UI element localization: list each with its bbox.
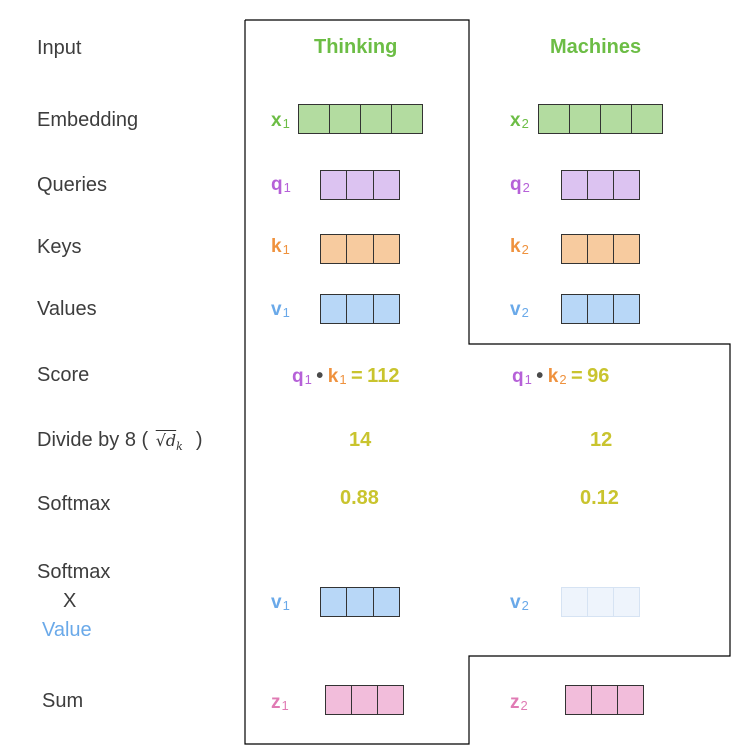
weighted-v2-symbol: v2 bbox=[510, 592, 529, 613]
weighted-value-vector-2-faded bbox=[561, 587, 640, 617]
embedding-vector-x2 bbox=[538, 104, 663, 134]
row-label-softmax-x-value-1: Softmax bbox=[37, 561, 111, 583]
weighted-v1-symbol: v1 bbox=[271, 592, 290, 613]
score-value-1: 112 bbox=[367, 365, 400, 387]
embedding-vector-x1 bbox=[298, 104, 423, 134]
q1-symbol: q1 bbox=[271, 174, 291, 195]
k1-symbol: k1 bbox=[271, 236, 290, 257]
key-vector-k1 bbox=[320, 234, 400, 264]
row-label-queries: Queries bbox=[37, 174, 108, 196]
x2-symbol: x2 bbox=[510, 110, 529, 131]
z1-symbol: z1 bbox=[271, 692, 289, 713]
row-label-softmax-x-value-3: Value bbox=[42, 619, 92, 641]
sqrt-dk-formula: √dk bbox=[155, 431, 183, 454]
x1-symbol: x1 bbox=[271, 110, 290, 131]
weighted-value-vector-1 bbox=[320, 587, 400, 617]
row-label-input: Input bbox=[37, 37, 82, 59]
softmax-value-2: 0.12 bbox=[580, 487, 619, 509]
row-label-score: Score bbox=[37, 364, 90, 386]
value-vector-v1 bbox=[320, 294, 400, 324]
score-expression-1: q1 • k1 = 112 bbox=[292, 365, 400, 387]
divide-close: ) bbox=[195, 429, 203, 451]
k2-symbol: k2 bbox=[510, 236, 529, 257]
divide-text: Divide by 8 ( bbox=[37, 429, 149, 451]
v2-symbol: v2 bbox=[510, 299, 529, 320]
word-machines: Machines bbox=[550, 36, 642, 58]
q2-symbol: q2 bbox=[510, 174, 530, 195]
query-vector-q2 bbox=[561, 170, 640, 200]
row-label-keys: Keys bbox=[37, 236, 82, 258]
value-vector-v2 bbox=[561, 294, 640, 324]
divided-value-2: 12 bbox=[590, 429, 613, 451]
v1-symbol: v1 bbox=[271, 299, 290, 320]
z2-symbol: z2 bbox=[510, 692, 528, 713]
key-vector-k2 bbox=[561, 234, 640, 264]
row-label-divide: Divide by 8 ( √dk ) bbox=[37, 429, 203, 453]
row-label-softmax: Softmax bbox=[37, 493, 111, 515]
row-label-values: Values bbox=[37, 298, 97, 320]
score-expression-2: q1 • k2 = 96 bbox=[512, 365, 610, 387]
sum-vector-z1 bbox=[325, 685, 404, 715]
word-thinking: Thinking bbox=[314, 36, 398, 58]
row-label-embedding: Embedding bbox=[37, 109, 139, 131]
softmax-value-1: 0.88 bbox=[340, 487, 379, 509]
row-label-sum: Sum bbox=[42, 690, 84, 712]
row-label-softmax-x-value-2: X bbox=[63, 590, 77, 612]
score-value-2: 96 bbox=[587, 365, 610, 387]
sum-vector-z2 bbox=[565, 685, 644, 715]
divided-value-1: 14 bbox=[349, 429, 372, 451]
query-vector-q1 bbox=[320, 170, 400, 200]
